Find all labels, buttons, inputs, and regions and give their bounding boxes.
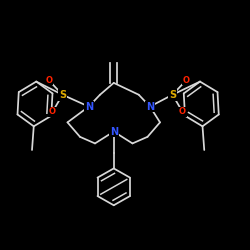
Text: S: S bbox=[59, 90, 66, 100]
Text: O: O bbox=[183, 76, 190, 85]
Text: S: S bbox=[169, 90, 176, 100]
Text: O: O bbox=[45, 76, 52, 85]
Text: N: N bbox=[85, 102, 93, 112]
Text: O: O bbox=[49, 107, 56, 116]
Text: N: N bbox=[146, 102, 154, 112]
Text: N: N bbox=[110, 126, 118, 136]
Text: O: O bbox=[179, 107, 186, 116]
